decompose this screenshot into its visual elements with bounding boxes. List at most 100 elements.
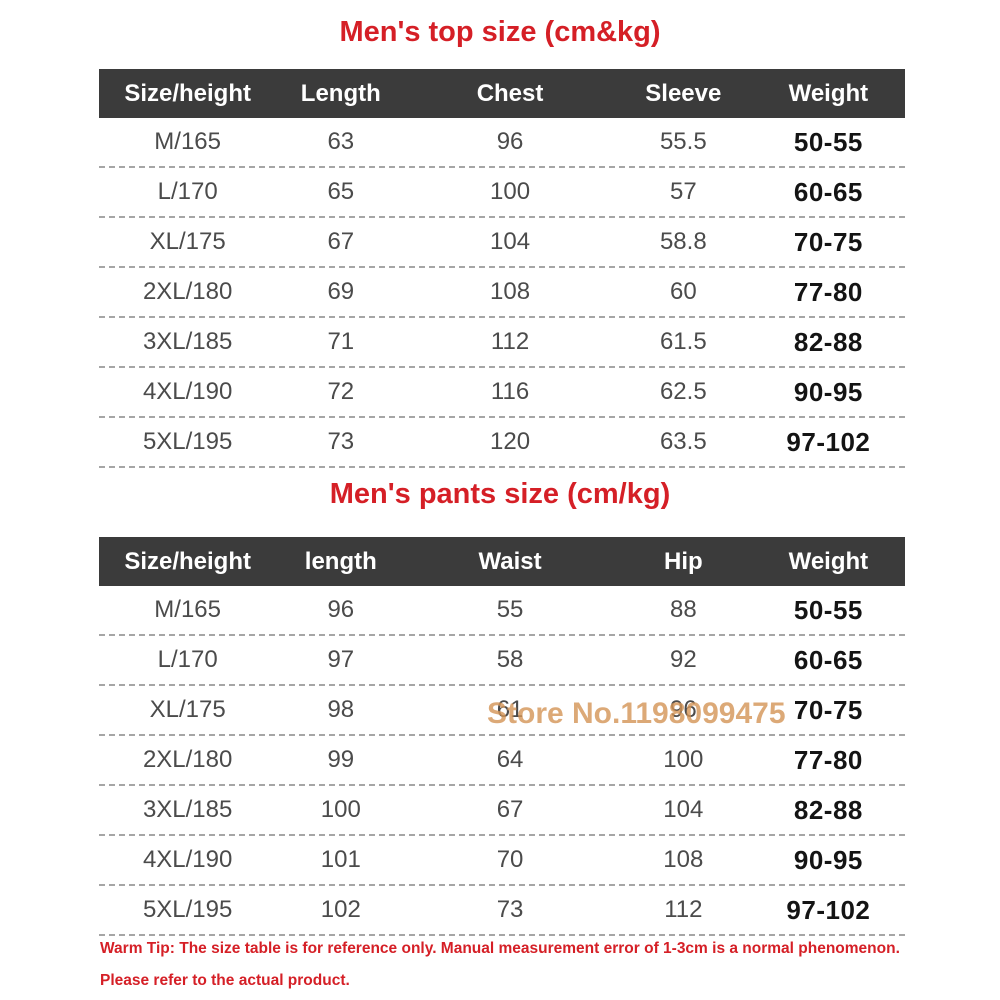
table-row: 2XL/180 99 64 100 77-80 [99,736,905,786]
table-cell: 73 [327,428,355,455]
table-cell: 4XL/190 [142,378,233,405]
table-cell: 98 [327,696,355,723]
table-cell: XL/175 [149,228,226,255]
header-cell-sleeve: Sleeve [645,79,722,107]
table-cell: 2XL/180 [142,278,233,305]
top-table-body: M/165 63 96 55.5 50-55 L/170 65 100 57 60-65 XL/17… [99,118,905,468]
table-cell: 61 [496,696,524,723]
table-cell: 60 [669,278,697,305]
table-cell: 60-65 [793,177,863,207]
header-cell-weight: Weight [788,547,869,575]
table-row: M/165 96 55 88 50-55 [99,586,905,636]
table-cell: 104 [663,796,704,823]
table-cell: 55 [496,596,524,623]
warm-tip-text: Warm Tip: The size table is for referenc… [100,940,900,957]
table-cell: XL/175 [149,696,226,723]
table-cell: 96 [327,596,355,623]
header-cell-hip: Hip [663,547,703,575]
table-cell: 60-65 [793,645,863,675]
table-cell: 82-88 [793,327,863,357]
table-row: L/170 97 58 92 60-65 [99,636,905,686]
table-cell: 116 [490,378,530,405]
table-row: 5XL/195 102 73 112 97-102 [99,886,905,936]
table-cell: 99 [327,746,355,773]
table-cell: 90-95 [793,845,863,875]
table-cell: 4XL/190 [142,846,233,873]
pants-size-title: Men's pants size (cm/kg) [329,478,671,510]
table-cell: 50-55 [793,595,863,625]
table-cell: 64 [496,746,524,773]
header-cell-sizeheight: Size/height [124,79,251,107]
table-cell: 88 [669,596,697,623]
table-row: 2XL/180 69 108 60 77-80 [99,268,905,318]
table-cell: 77-80 [793,745,863,775]
table-cell: 120 [490,428,531,455]
table-cell: 70 [496,846,524,873]
table-cell: 63.5 [659,428,707,455]
table-cell: 100 [490,178,531,205]
table-cell: M/165 [154,596,221,623]
pants-table-header-row: Size/height length Waist Hip Weight [99,537,905,586]
top-size-title: Men's top size (cm&kg) [339,16,661,48]
table-cell: 62.5 [659,378,707,405]
table-cell: 69 [327,278,355,305]
table-cell: 3XL/185 [142,328,233,355]
table-row: XL/175 67 104 58.8 70-75 [99,218,905,268]
table-row: 3XL/185 71 112 61.5 82-88 [99,318,905,368]
table-cell: 5XL/195 [142,896,233,923]
table-row: 3XL/185 100 67 104 82-88 [99,786,905,836]
table-cell: 70-75 [793,695,863,725]
top-table-header-row: Size/height Length Chest Sleeve Weight [99,69,905,118]
header-cell-chest: Chest [476,79,544,107]
table-cell: 100 [320,796,361,823]
table-cell: 97-102 [786,427,871,457]
table-cell: 92 [669,646,697,673]
table-cell: 112 [664,896,703,923]
table-cell: 108 [490,278,531,305]
table-cell: 96 [496,128,524,155]
table-cell: M/165 [154,128,221,155]
table-cell: 57 [669,178,697,205]
table-cell: 58.8 [659,228,707,255]
header-cell-weight: Weight [788,79,869,107]
table-cell: 55.5 [659,128,707,155]
header-cell-sizeheight: Size/height [124,547,251,575]
table-cell: 90-95 [793,377,863,407]
table-row: M/165 63 96 55.5 50-55 [99,118,905,168]
table-cell: 77-80 [793,277,863,307]
table-cell: 63 [327,128,355,155]
table-cell: 72 [327,378,355,405]
table-cell: 5XL/195 [142,428,233,455]
table-row: XL/175 98 61 96 70-75 [99,686,905,736]
table-cell: 112 [490,328,530,355]
table-cell: L/170 [157,178,218,205]
table-cell: 73 [496,896,524,923]
table-cell: 100 [663,746,704,773]
table-cell: 67 [327,228,355,255]
table-cell: 102 [320,896,361,923]
table-cell: 97-102 [786,895,871,925]
table-row: 5XL/195 73 120 63.5 97-102 [99,418,905,468]
header-cell-length: Length [300,79,381,107]
table-cell: 67 [496,796,524,823]
table-row: 4XL/190 101 70 108 90-95 [99,836,905,886]
pants-table-body: M/165 96 55 88 50-55 L/170 97 58 92 60-65 XL/175 98… [99,586,905,936]
table-cell: 65 [327,178,355,205]
table-cell: 58 [496,646,524,673]
table-cell: 61.5 [659,328,707,355]
table-cell: 71 [327,328,355,355]
table-cell: 108 [663,846,704,873]
pants-size-table: Size/height length Waist Hip Weight M/165 96 5… [99,537,905,936]
refer-product-text: Please refer to the actual product. [100,972,350,989]
table-cell: 3XL/185 [142,796,233,823]
table-cell: L/170 [157,646,218,673]
table-row: L/170 65 100 57 60-65 [99,168,905,218]
table-cell: 104 [490,228,531,255]
top-size-table: Size/height Length Chest Sleeve Weight M/165… [99,69,905,468]
header-cell-length: length [304,547,377,575]
table-cell: 96 [669,696,697,723]
table-cell: 82-88 [793,795,863,825]
table-cell: 97 [327,646,355,673]
header-cell-waist: Waist [478,547,542,575]
